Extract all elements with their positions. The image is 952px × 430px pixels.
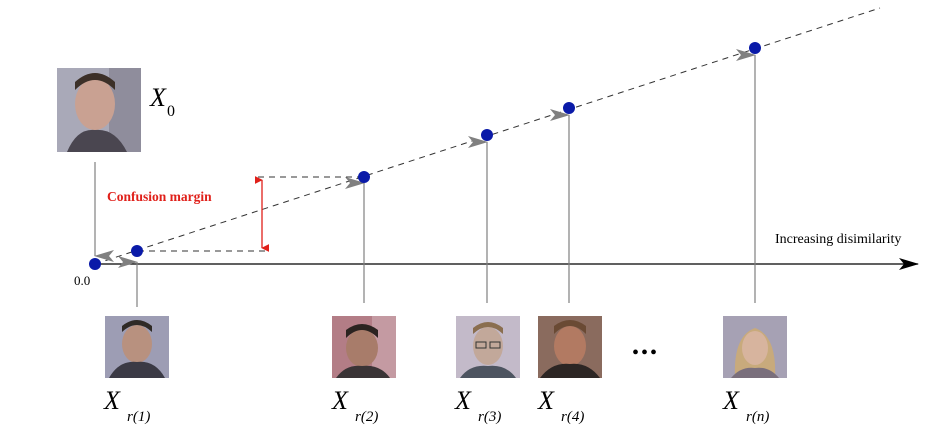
point-n bbox=[749, 42, 761, 54]
gallery-subscript-3: r(3) bbox=[478, 409, 501, 425]
gallery-symbol-1: X bbox=[103, 386, 121, 415]
gallery-subscript-4: r(4) bbox=[561, 409, 584, 425]
axis-label: Increasing disimilarity bbox=[775, 232, 901, 247]
gallery-symbol-2: X bbox=[331, 386, 349, 415]
point-4 bbox=[563, 102, 575, 114]
point-1 bbox=[131, 245, 143, 257]
gallery-face-photo-3 bbox=[456, 316, 520, 378]
origin-label: 0.0 bbox=[74, 273, 90, 288]
query-face-photo bbox=[57, 68, 141, 152]
gallery-face-photo-2 bbox=[332, 316, 396, 378]
query-symbol: X bbox=[149, 83, 167, 112]
gallery-face-photo-n bbox=[723, 316, 787, 378]
confusion-margin-label: Confusion margin bbox=[107, 189, 212, 204]
point-2 bbox=[358, 171, 370, 183]
ellipsis-icon: ••• bbox=[632, 342, 659, 364]
gallery-symbol-3: X bbox=[454, 386, 472, 415]
gallery-symbol-4: X bbox=[537, 386, 555, 415]
gallery-subscript-1: r(1) bbox=[127, 409, 150, 425]
query-subscript: 0 bbox=[167, 103, 175, 120]
gallery-subscript-2: r(2) bbox=[355, 409, 378, 425]
gallery-face-photo-1 bbox=[105, 316, 169, 378]
gallery-subscript-n: r(n) bbox=[746, 409, 769, 425]
gallery-symbol-n: X bbox=[722, 386, 740, 415]
point-origin bbox=[89, 258, 101, 270]
point-3 bbox=[481, 129, 493, 141]
gallery-face-photo-4 bbox=[538, 316, 602, 378]
